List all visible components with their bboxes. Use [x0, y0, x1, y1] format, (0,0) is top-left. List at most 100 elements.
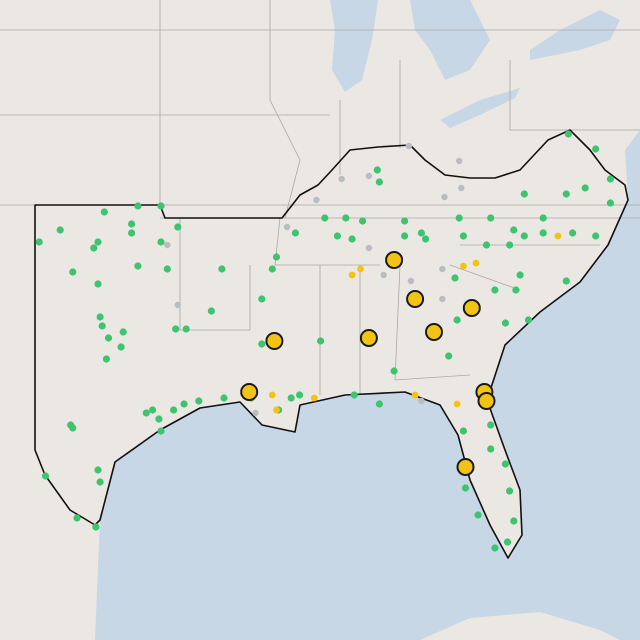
gray-marker	[380, 271, 387, 279]
state-lines	[0, 0, 640, 395]
large-yellow-marker	[477, 392, 496, 410]
large-yellow-marker	[385, 251, 404, 269]
green-marker	[524, 316, 533, 324]
large-yellow-marker	[359, 329, 378, 347]
green-marker	[474, 511, 482, 519]
gray-marker	[407, 277, 415, 285]
green-marker	[268, 265, 276, 273]
green-marker	[401, 232, 409, 240]
green-marker	[94, 280, 102, 288]
green-marker	[258, 295, 266, 303]
large-yellow-marker	[240, 383, 259, 401]
green-marker	[149, 406, 157, 414]
green-marker	[41, 472, 50, 480]
green-marker	[539, 214, 547, 222]
green-marker	[606, 175, 615, 183]
lake-michigan	[330, 0, 378, 92]
large-yellow-marker	[425, 323, 443, 341]
green-marker	[134, 202, 142, 210]
green-marker	[581, 184, 589, 192]
green-marker	[501, 319, 509, 327]
small-yellow-marker	[273, 406, 280, 414]
gray-marker	[338, 175, 345, 183]
green-marker	[512, 286, 520, 294]
green-marker	[96, 478, 104, 486]
green-marker	[258, 340, 266, 348]
large-yellow-marker	[406, 290, 425, 308]
green-marker	[491, 544, 499, 552]
green-marker	[510, 226, 518, 234]
gray-marker	[418, 397, 425, 405]
green-marker	[606, 199, 615, 207]
green-marker	[96, 313, 104, 321]
green-marker	[94, 466, 102, 474]
green-marker	[128, 229, 136, 237]
green-marker	[73, 514, 81, 522]
green-marker	[155, 415, 163, 423]
small-yellow-marker	[472, 259, 480, 267]
green-marker	[592, 145, 600, 153]
green-marker	[592, 232, 600, 240]
green-marker	[375, 400, 383, 408]
large-yellow-marker	[265, 332, 284, 350]
green-marker	[359, 217, 367, 225]
gray-marker	[458, 184, 465, 192]
green-marker	[487, 421, 495, 429]
green-marker	[342, 214, 350, 222]
gray-marker	[283, 223, 291, 231]
green-marker	[102, 355, 110, 363]
green-marker	[69, 424, 77, 432]
gray-marker	[365, 172, 373, 180]
green-marker	[487, 214, 495, 222]
markers	[35, 130, 615, 552]
gray-marker	[365, 244, 373, 252]
gray-marker	[405, 142, 412, 150]
green-marker	[506, 487, 514, 495]
green-marker	[35, 238, 43, 246]
small-yellow-marker	[268, 391, 276, 399]
green-marker	[453, 316, 461, 324]
region-outline	[34, 129, 629, 559]
green-marker	[350, 391, 358, 399]
green-marker	[157, 238, 165, 246]
green-marker	[157, 202, 165, 210]
green-marker	[401, 217, 409, 225]
green-marker	[90, 244, 98, 252]
green-marker	[272, 253, 281, 261]
green-marker	[172, 325, 180, 333]
green-marker	[220, 394, 228, 402]
island	[420, 612, 620, 640]
lake-erie	[440, 88, 520, 128]
green-marker	[94, 238, 102, 246]
green-marker	[218, 265, 226, 273]
green-marker	[445, 352, 453, 360]
green-marker	[506, 241, 514, 249]
green-marker	[333, 232, 341, 240]
green-marker	[157, 427, 165, 435]
green-marker	[98, 322, 106, 330]
lake-ontario	[530, 10, 620, 60]
green-marker	[296, 391, 304, 399]
green-marker	[100, 208, 108, 216]
green-marker	[321, 214, 329, 222]
green-marker	[174, 223, 182, 231]
gray-marker	[456, 157, 463, 165]
large-yellow-marker	[462, 299, 481, 317]
small-yellow-marker	[348, 271, 356, 279]
green-marker	[520, 190, 528, 198]
green-marker	[287, 394, 295, 402]
small-yellow-marker	[554, 232, 562, 240]
green-marker	[163, 265, 171, 273]
small-yellow-marker	[411, 391, 419, 399]
ocean	[95, 130, 640, 640]
gray-marker	[439, 295, 446, 303]
gray-marker	[252, 409, 259, 417]
green-marker	[348, 235, 356, 243]
gray-marker	[164, 241, 171, 249]
green-marker	[104, 334, 113, 342]
green-marker	[510, 517, 518, 525]
green-marker	[291, 229, 299, 237]
green-marker	[119, 328, 127, 336]
green-marker	[520, 232, 528, 240]
